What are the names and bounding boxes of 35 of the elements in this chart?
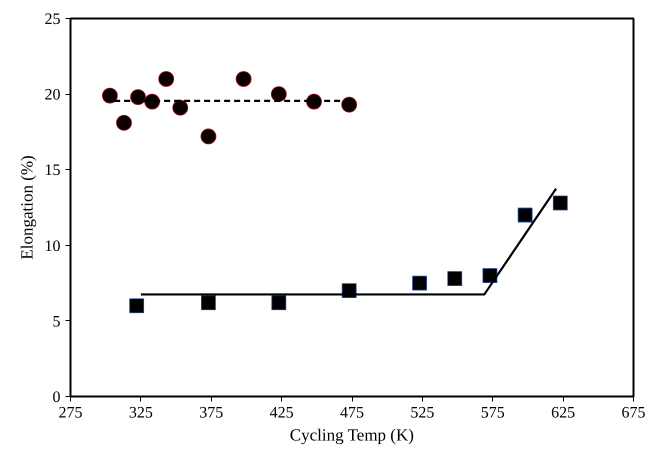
y-tick-label: 5 [52, 313, 60, 330]
y-tick-label: 25 [44, 11, 60, 28]
x-tick-label: 475 [340, 404, 364, 422]
point [270, 86, 287, 102]
y-tick-label: 10 [44, 238, 60, 255]
y-tick-label: 0 [52, 389, 60, 406]
x-tick-label: 425 [270, 404, 294, 422]
x-tick-label: 675 [622, 404, 646, 422]
point [271, 295, 286, 310]
point [306, 94, 322, 110]
point [201, 295, 216, 310]
point [447, 271, 462, 286]
y-tick-label: 15 [44, 162, 60, 180]
point [236, 71, 252, 87]
point [200, 128, 216, 144]
point [341, 96, 358, 113]
x-tick-label: 525 [410, 404, 434, 422]
point [129, 298, 144, 314]
y-axis-title: Elongation (%) [18, 155, 36, 260]
point [412, 276, 427, 290]
point [518, 208, 533, 222]
point [172, 100, 188, 116]
x-axis-title: Cycling Temp (K) [290, 426, 414, 444]
point [482, 268, 498, 283]
y-tick-label: 20 [44, 86, 60, 104]
x-tick-label: 325 [128, 404, 153, 422]
x-tick-label: 625 [551, 404, 576, 422]
point [116, 114, 132, 131]
point [102, 88, 118, 104]
x-tick-label: 375 [199, 404, 224, 422]
x-tick-label: 275 [58, 404, 82, 422]
point [130, 89, 146, 106]
point [552, 196, 568, 210]
x-tick-label: 575 [480, 404, 505, 422]
point [158, 71, 174, 87]
